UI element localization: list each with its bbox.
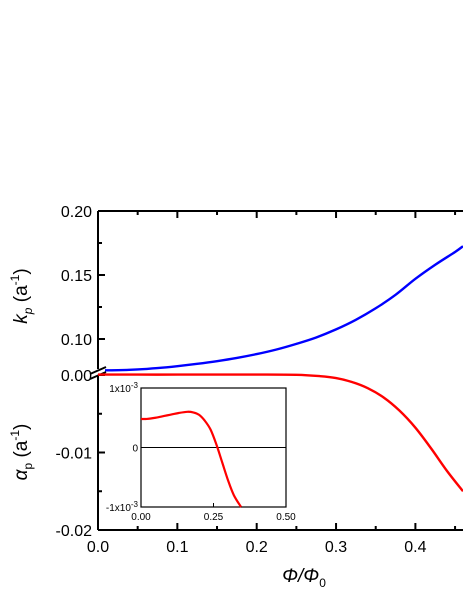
x-axis-title: Φ/Φ0 — [282, 566, 326, 590]
inset-series-line — [140, 410, 242, 508]
series-line-k — [97, 245, 463, 372]
upper-y-tick-label: 0.15 — [61, 268, 92, 285]
x-tick-label: 0.1 — [166, 539, 188, 556]
inset-y-tick-label: 0 — [132, 444, 138, 455]
upper-y-tick-label: 0.10 — [61, 332, 92, 349]
upper-panel-k: 0.10 0.15 0.20 kp (a-1) — [8, 204, 463, 372]
inset-x-tick-label: 0.00 — [131, 512, 151, 523]
x-tick-label: 0.3 — [325, 539, 347, 556]
x-tick-label: 0.0 — [87, 539, 109, 556]
lower-ylabel-close: ) — [11, 424, 32, 430]
upper-y-tick-label: 0.20 — [61, 204, 92, 221]
xlabel-main: Φ/Φ — [282, 566, 319, 587]
lower-ylabel-sup: -1 — [8, 430, 22, 441]
lower-y-ticks: 0.00 -0.01 -0.02 — [56, 368, 105, 540]
inset-y-tick-label: -1x10-3 — [106, 500, 139, 514]
lower-y-axis-title: αp (a-1) — [8, 424, 35, 481]
inset-plot: 0.00 0.25 0.50 1x10-3 0 -1x10-3 — [106, 381, 296, 523]
inset-x-tick-label: 0.50 — [276, 512, 296, 523]
lower-ylabel-main: α — [11, 468, 32, 480]
inset-x-tick-label: 0.25 — [204, 512, 224, 523]
x-ticks: 0.0 0.1 0.2 0.3 0.4 — [87, 211, 457, 556]
lower-y-tick-label: 0.00 — [61, 368, 92, 385]
inset-ticks: 0.00 0.25 0.50 1x10-3 0 -1x10-3 — [106, 381, 296, 523]
x-tick-label: 0.2 — [246, 539, 268, 556]
lower-panel-alpha: 0.00-0.01-0.02 0.0 0.1 0.2 0.3 0.4 αp (a-1) … — [8, 211, 463, 590]
lower-y-tick-label: -0.02 — [56, 523, 93, 540]
upper-y-ticks: 0.10 0.15 0.20 — [61, 204, 105, 349]
upper-ylabel-unit: (a — [11, 285, 32, 308]
upper-ylabel-sub: p — [21, 307, 35, 315]
upper-y-axis-title: kp (a-1) — [8, 268, 35, 323]
upper-ylabel-close: ) — [11, 268, 32, 274]
x-tick-label: 0.4 — [404, 539, 426, 556]
upper-ylabel-sup: -1 — [8, 274, 22, 285]
lower-ylabel-sub: p — [21, 463, 35, 470]
lower-ylabel-unit: (a — [11, 440, 32, 463]
upper-ylabel-main: k — [11, 313, 32, 324]
xlabel-sub: 0 — [319, 576, 326, 590]
lower-y-tick-label: -0.01 — [56, 446, 93, 463]
series-line-alpha — [98, 373, 463, 492]
inset-y-tick-label: 1x10-3 — [109, 381, 138, 395]
